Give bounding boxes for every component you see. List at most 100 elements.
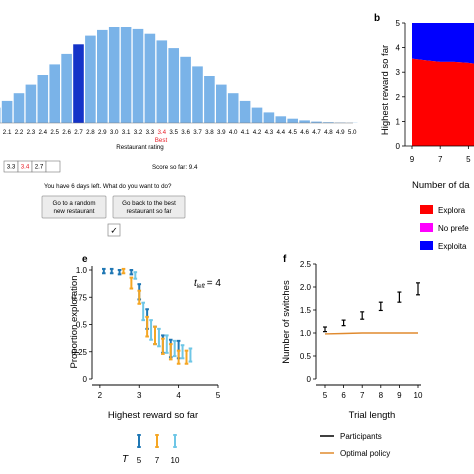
x-tick-label: 7 (360, 391, 365, 400)
rating-tick-label: 4.3 (265, 129, 274, 136)
legend-prefix: T (122, 454, 129, 465)
x-tick-label: 4 (176, 391, 181, 400)
panel-b: b Highest reward so far 0 1 2 3 4 5 9 7 5 Numbe… (374, 13, 474, 251)
random-button-line2: new restaurant (54, 208, 95, 215)
legend-label: Participants (340, 432, 382, 441)
rating-tick-label: 4.5 (288, 129, 297, 136)
x-tick-label: 6 (341, 391, 346, 400)
legend-label: Explora (438, 206, 466, 215)
legend-label: No prefe (438, 224, 469, 233)
optimal-policy-line (324, 332, 418, 335)
histogram-bar (299, 120, 310, 123)
histogram-bar (61, 53, 72, 123)
panel-f: f Number of switches 0 0.5 1.0 1.5 2.0 2.5 5 6 7… (281, 254, 423, 458)
rating-tick-label: 2.6 (62, 129, 71, 136)
rating-tick-label: 2.4 (38, 129, 47, 136)
histogram-bar (85, 35, 96, 123)
y-tick-label: 4 (396, 44, 401, 53)
y-tick-label: 0 (396, 142, 401, 151)
histogram-bar (73, 44, 84, 123)
histogram-bar (287, 118, 298, 123)
legend-swatch (420, 241, 433, 250)
y-tick-label: 1.5 (300, 306, 312, 315)
random-button-line1: Go to a random (53, 200, 96, 207)
y-tick-label: 0.5 (300, 352, 312, 361)
histogram-bar (192, 66, 203, 123)
x-tick-label: 10 (414, 391, 423, 400)
histogram-bar (311, 121, 322, 123)
rating-tick-label: 3.4 (157, 129, 166, 136)
rating-tick-label: 4.9 (336, 129, 345, 136)
y-tick-label: 0 (83, 375, 88, 384)
panel-b-letter: b (374, 13, 380, 24)
x-tick-label: 7 (438, 155, 443, 164)
rating-tick-label: 3.5 (169, 129, 178, 136)
panel-f-ylabel: Number of switches (281, 280, 292, 364)
y-tick-label: 3 (396, 68, 401, 77)
panel-f-xlabel: Trial length (349, 410, 396, 421)
rating-tick-label: 2.1 (3, 129, 12, 136)
best-restaurant-button[interactable]: Go back to the best restaurant so far (112, 195, 186, 219)
checkmark-icon: ✓ (110, 227, 118, 237)
panel-f-letter: f (283, 254, 287, 265)
legend-swatch (420, 205, 433, 214)
rating-tick-label: 2.3 (27, 129, 36, 136)
histogram-bar (204, 76, 215, 123)
panel-b-y-ticks: 0 1 2 3 4 5 (396, 19, 405, 151)
x-tick-label: 9 (410, 155, 415, 164)
legend-label: 7 (155, 456, 160, 465)
histogram-bar (97, 29, 108, 123)
histogram-bar (132, 28, 144, 123)
histogram-bar (13, 93, 25, 123)
panel-e: e Proportion exploration 0 0.25 0.5 0.75 1.0… (69, 254, 221, 465)
x-tick-label: 2 (98, 391, 103, 400)
t-left-annotation: tleft = 4 (194, 278, 221, 290)
rating-tick-label: 3.0 (110, 129, 119, 136)
rating-tick-label: 3.6 (181, 129, 190, 136)
histogram-bar (25, 84, 37, 123)
histogram-bar (0, 107, 1, 123)
best-button-line2: restaurant so far (126, 208, 171, 215)
panel-e-series (102, 267, 193, 365)
panel-b-x-ticks: 9 7 5 (405, 145, 474, 164)
panel-e-letter: e (82, 254, 88, 265)
histogram-bar (227, 93, 239, 123)
x-tick-label: 9 (397, 391, 402, 400)
legend-swatch (420, 223, 433, 232)
prompt-text: You have 6 days left. What do you want t… (44, 183, 172, 190)
rating-tick-labels: 2.1 2.2 2.3 2.4 2.5 2.6 2.7 2.8 2.9 3.0 3.1 3.2 3.3 3… (3, 129, 357, 136)
rating-tick-label: 2.2 (15, 129, 24, 136)
random-restaurant-button[interactable]: Go to a random new restaurant (41, 195, 107, 219)
histogram-bar (239, 100, 251, 123)
best-label: Best (155, 137, 168, 144)
y-tick-label: 0.5 (76, 321, 88, 330)
history-cell-text: 2.7 (35, 164, 44, 171)
exploitation-area (412, 23, 474, 64)
panel-e-ylabel: Proportion exploration (69, 276, 80, 369)
histogram-bar (1, 100, 13, 123)
rating-tick-label: 4.2 (253, 129, 262, 136)
panel-b-legend: Explora No prefe Exploita (420, 205, 469, 251)
rating-tick-label: 3.7 (193, 129, 202, 136)
rating-tick-label: 3.9 (217, 129, 226, 136)
x-tick-label: 5 (216, 391, 221, 400)
panel-a-xlabel: Restaurant rating (116, 144, 164, 151)
panel-a: 2.1 2.2 2.3 2.4 2.5 2.6 2.7 2.8 2.9 3.0 3.1 3.2 3.3 3… (0, 27, 358, 237)
t-left-t: t (194, 278, 198, 289)
y-tick-label: 2 (396, 93, 401, 102)
legend-label: 10 (171, 456, 180, 465)
panel-f-series (323, 282, 420, 335)
best-button-line1: Go back to the best (122, 200, 176, 207)
rating-tick-label: 3.1 (122, 129, 131, 136)
y-tick-label: 0.25 (71, 348, 87, 357)
histogram-bar (180, 56, 191, 123)
rating-tick-label: 4.0 (229, 129, 238, 136)
histogram-bar (37, 75, 49, 123)
choice-checkbox[interactable]: ✓ (107, 223, 121, 237)
histogram-bar (144, 33, 156, 124)
t-left-sub: left (197, 284, 205, 290)
score-text: Score so far: 9.4 (152, 164, 198, 171)
y-tick-label: 1 (396, 117, 401, 126)
panel-e-axes: 0 0.25 0.5 0.75 1.0 2 3 4 5 (71, 266, 221, 400)
